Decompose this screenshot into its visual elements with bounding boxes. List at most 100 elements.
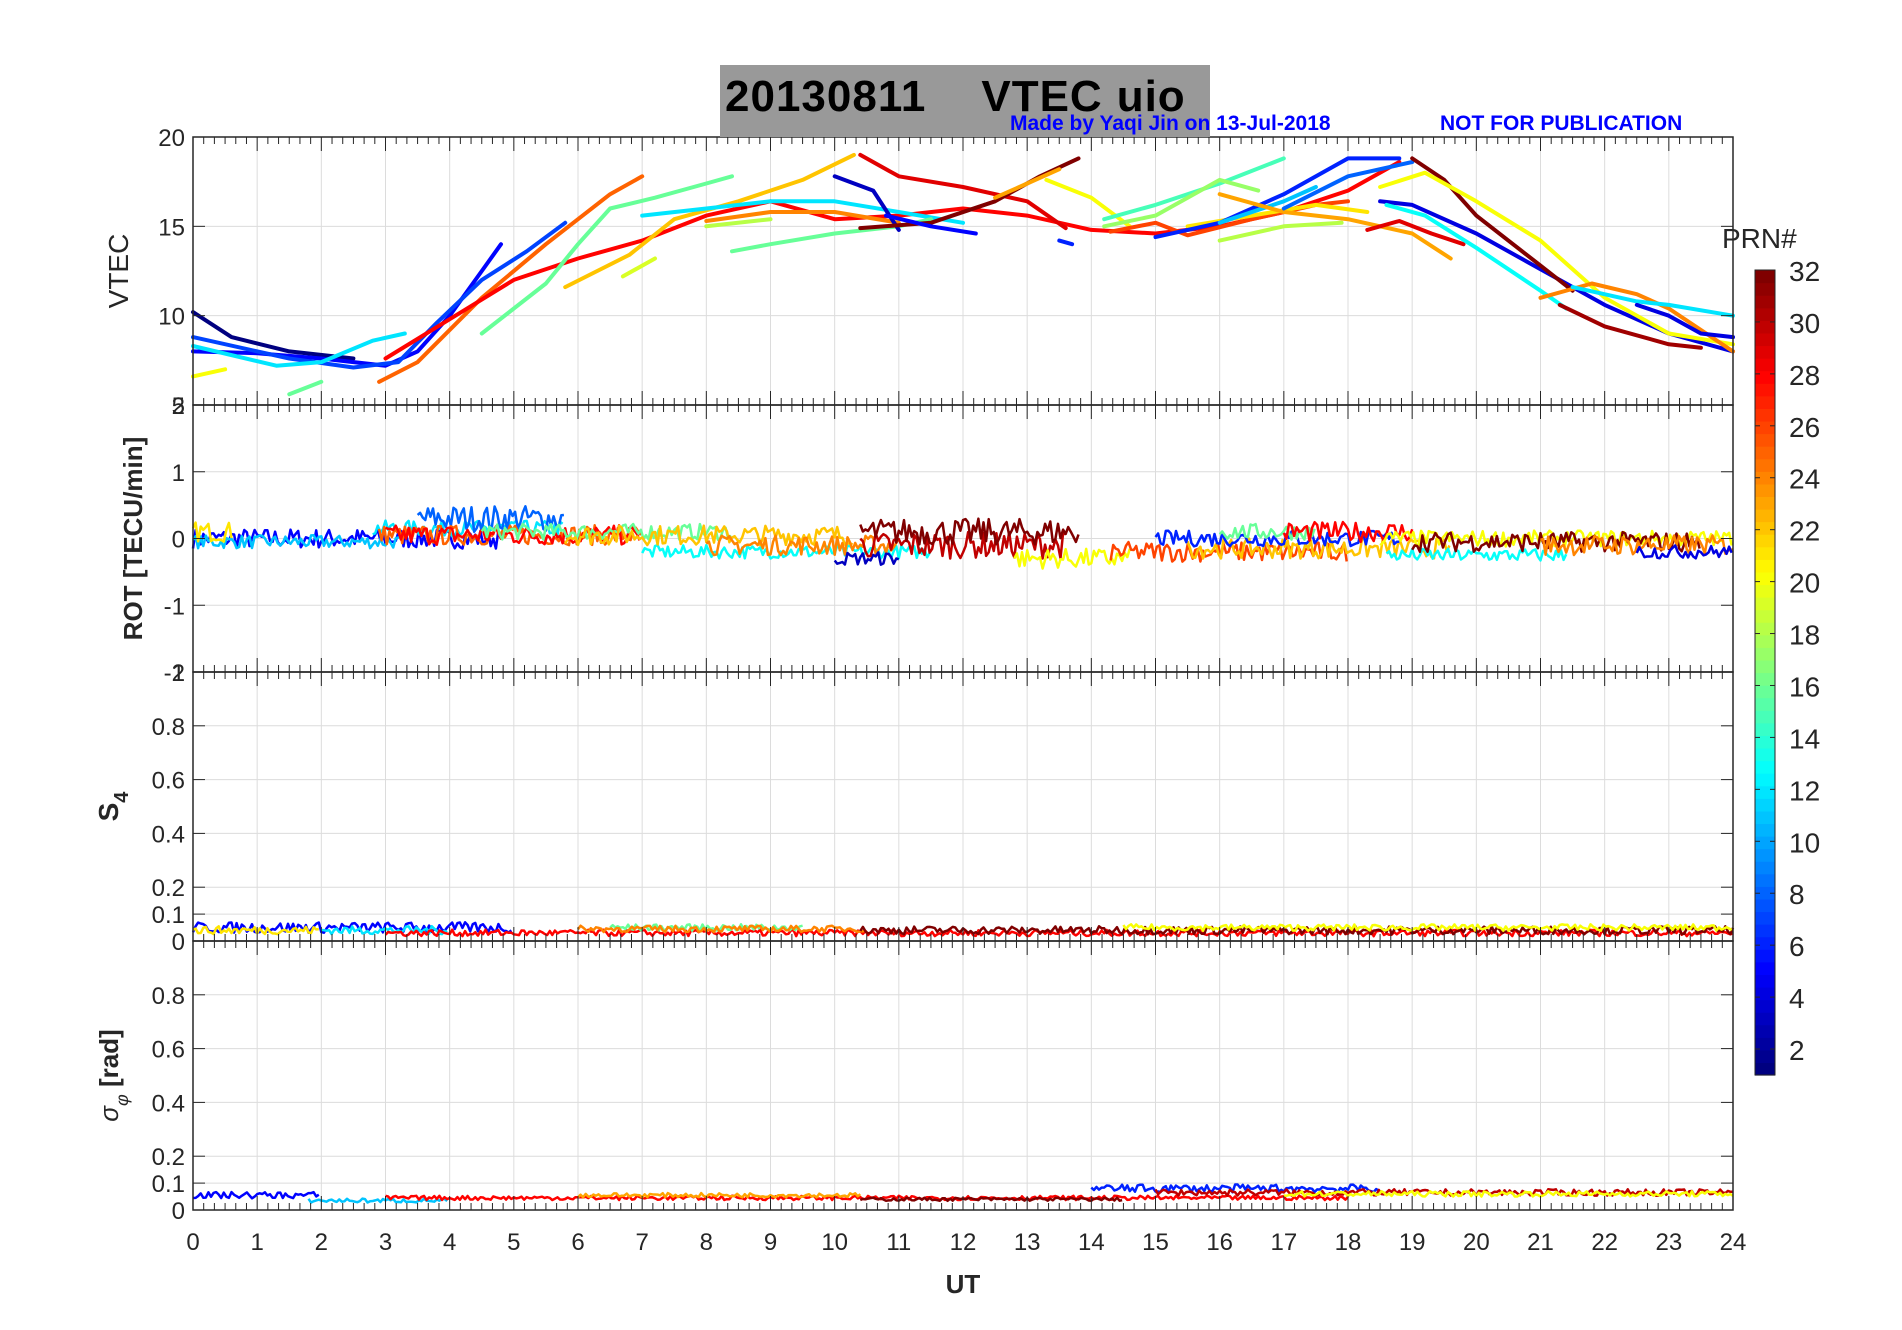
colorbar-tick-label: 6 bbox=[1789, 931, 1805, 962]
vtec-series-prn-5 bbox=[884, 213, 978, 236]
vtec-series-prn-16 bbox=[287, 379, 324, 397]
colorbar-tick-label: 18 bbox=[1789, 620, 1820, 651]
x-tick-label: 15 bbox=[1142, 1229, 1169, 1256]
colorbar-tick-label: 26 bbox=[1789, 412, 1820, 443]
x-tick-label: 22 bbox=[1591, 1229, 1618, 1256]
x-tick-label: 6 bbox=[571, 1229, 584, 1256]
colorbar-segment bbox=[1755, 1037, 1775, 1051]
sigma_phi-series-prn-11 bbox=[307, 1197, 448, 1204]
vtec-series-prn-16 bbox=[479, 174, 734, 336]
colorbar-tick-label: 24 bbox=[1789, 464, 1820, 495]
x-tick-label: 9 bbox=[764, 1229, 777, 1256]
x-tick-label: 10 bbox=[821, 1229, 848, 1256]
x-tick-label: 16 bbox=[1206, 1229, 1233, 1256]
colorbar-tick-label: 22 bbox=[1789, 516, 1820, 547]
y-tick-label-rot: -1 bbox=[164, 593, 185, 620]
panel-vtec: 5 10 15 20 VTEC bbox=[103, 125, 1735, 420]
x-tick-label: 19 bbox=[1399, 1229, 1426, 1256]
sigma_phi-series-prn-5 bbox=[192, 1190, 320, 1200]
rot-series-prn-6 bbox=[1154, 529, 1400, 548]
colorbar-segment bbox=[1755, 924, 1775, 938]
vtec-series-prn-31 bbox=[1557, 302, 1703, 350]
colorbar-segment bbox=[1755, 571, 1775, 586]
sigma_phi-series-prn-32 bbox=[859, 1196, 1123, 1203]
colorbar-segment bbox=[1755, 282, 1775, 296]
colorbar-segment bbox=[1755, 584, 1775, 598]
colorbar-segment bbox=[1755, 861, 1775, 875]
x-tick-label: 8 bbox=[700, 1229, 713, 1256]
vtec-series-prn-25 bbox=[377, 174, 645, 384]
x-tick-label: 14 bbox=[1078, 1229, 1105, 1256]
y-axis-label-sigma: σφ [rad] bbox=[94, 1029, 132, 1121]
panel-sigma_phi: 00.10.2 0.4 0.6 0.8 σφ [rad] bbox=[94, 940, 1734, 1225]
colorbar-segment bbox=[1755, 496, 1775, 510]
colorbar-segment bbox=[1755, 358, 1775, 372]
vtec-series-prn-23 bbox=[993, 167, 1062, 200]
s4-series-prn-20 bbox=[1122, 923, 1733, 933]
colorbar-segment bbox=[1755, 1062, 1775, 1076]
colorbar-segment bbox=[1755, 949, 1775, 963]
y-tick-label-sigma_phi: 0.4 bbox=[152, 1090, 185, 1117]
y-axis-label-s4: S4 bbox=[93, 791, 133, 822]
x-tick-label: 2 bbox=[315, 1229, 328, 1256]
figure-title: 20130811 VTEC uio bbox=[725, 72, 1186, 122]
colorbar-segment bbox=[1755, 961, 1775, 975]
vtec-series-prn-15 bbox=[1102, 156, 1286, 222]
credit-line: Made by Yaqi Jin on 13-Jul-2018 bbox=[1010, 112, 1331, 135]
y-tick-label-vtec: 15 bbox=[158, 214, 185, 241]
colorbar-tick-label: 4 bbox=[1789, 983, 1805, 1014]
colorbar-segment bbox=[1755, 886, 1775, 900]
x-tick-label: 1 bbox=[250, 1229, 263, 1256]
rot-series-prn-28 bbox=[385, 524, 641, 546]
rot-series-prn-3 bbox=[833, 551, 900, 566]
vtec-series-prn-12 bbox=[640, 199, 965, 225]
y-tick-label-vtec: 10 bbox=[158, 304, 185, 331]
colorbar-segment bbox=[1755, 471, 1775, 485]
colorbar-segment bbox=[1755, 622, 1775, 636]
sigma_phi-series-prn-20 bbox=[1283, 1190, 1734, 1198]
y-tick-label-s4: 0.2 bbox=[152, 875, 185, 902]
colorbar-segment bbox=[1755, 370, 1775, 384]
vtec-series-prn-18 bbox=[1217, 220, 1344, 243]
vtec-series-prn-20 bbox=[1378, 170, 1735, 347]
y-tick-label-s4: 0 bbox=[172, 929, 185, 956]
vtec-series-prn-29 bbox=[1365, 219, 1466, 247]
colorbar-segment bbox=[1755, 597, 1775, 611]
colorbar-tick-label: 32 bbox=[1789, 256, 1820, 287]
colorbar-segment bbox=[1755, 420, 1775, 435]
colorbar-segment bbox=[1755, 508, 1775, 523]
colorbar-segment bbox=[1755, 999, 1775, 1013]
y-tick-label-sigma_phi: 0.6 bbox=[152, 1037, 185, 1064]
colorbar-segment bbox=[1755, 798, 1775, 812]
rot-series-prn-21 bbox=[191, 521, 233, 543]
y-tick-label-sigma_phi: 0 bbox=[172, 1198, 185, 1225]
sigma_phi-series-prn-6 bbox=[1090, 1183, 1380, 1194]
rot-series-prn-28 bbox=[1282, 520, 1414, 544]
sigma_phi-series-prn-30 bbox=[1154, 1188, 1733, 1197]
colorbar-segment bbox=[1755, 1012, 1775, 1026]
x-tick-label: 0 bbox=[186, 1229, 199, 1256]
colorbar-segment bbox=[1755, 659, 1775, 674]
colorbar-tick-label: 10 bbox=[1789, 827, 1820, 858]
colorbar-tick-label: 28 bbox=[1789, 360, 1820, 391]
sigma_phi-series-prn-23 bbox=[577, 1191, 862, 1199]
colorbar-segment bbox=[1755, 1024, 1775, 1038]
colorbar-segment bbox=[1755, 785, 1775, 799]
x-tick-label: 4 bbox=[443, 1229, 456, 1256]
y-tick-label-rot: 2 bbox=[172, 393, 185, 420]
x-tick-label: 13 bbox=[1014, 1229, 1041, 1256]
vtec-series-prn-28 bbox=[383, 160, 1402, 361]
vtec-series-prn-12 bbox=[191, 331, 407, 368]
vtec-series-prn-6 bbox=[1153, 156, 1402, 240]
panel-s4: 00.10.2 0.4 0.6 0.8 1 S4 bbox=[93, 660, 1735, 956]
colorbar-segment bbox=[1755, 747, 1775, 762]
y-tick-label-s4: 0.1 bbox=[152, 902, 185, 929]
colorbar-segment bbox=[1755, 483, 1775, 498]
vtec-series-prn-1 bbox=[191, 310, 356, 361]
vtec-series-prn-18 bbox=[704, 217, 773, 229]
y-axis-label-vtec: VTEC bbox=[103, 234, 134, 309]
colorbar-segment bbox=[1755, 760, 1775, 774]
colorbar-segment bbox=[1755, 773, 1775, 787]
s4-series-prn-21 bbox=[192, 925, 319, 936]
